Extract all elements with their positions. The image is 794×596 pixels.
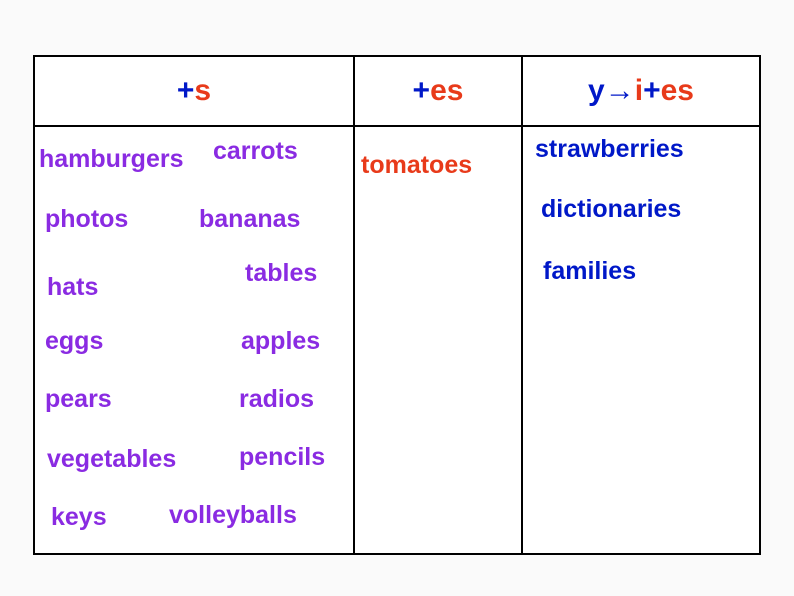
header-cell-s: +s bbox=[35, 57, 355, 125]
s-word-4: hats bbox=[47, 273, 98, 302]
s-word-3: bananas bbox=[199, 205, 300, 234]
body-row: hamburgers carrots photos bananas hats tables… bbox=[35, 127, 759, 553]
s-word-8: pears bbox=[45, 385, 112, 414]
s-word-0: hamburgers bbox=[39, 145, 183, 174]
es-word-0: tomatoes bbox=[361, 151, 472, 180]
s-word-6: eggs bbox=[45, 327, 103, 356]
header-es-suffix: es bbox=[430, 74, 463, 108]
yies-word-0: strawberries bbox=[535, 135, 684, 164]
s-word-12: keys bbox=[51, 503, 107, 532]
header-cell-es: +es bbox=[355, 57, 523, 125]
s-word-5: tables bbox=[245, 259, 317, 288]
header-yies-suffix: es bbox=[661, 74, 694, 108]
s-word-1: carrots bbox=[213, 137, 298, 166]
column-yies-body: strawberries dictionaries families bbox=[523, 127, 759, 553]
column-s-body: hamburgers carrots photos bananas hats tables… bbox=[35, 127, 355, 553]
yies-word-1: dictionaries bbox=[541, 195, 681, 224]
s-word-13: volleyballs bbox=[169, 501, 297, 530]
header-yies-arrow: → bbox=[605, 74, 635, 108]
s-word-7: apples bbox=[241, 327, 320, 356]
yies-word-2: families bbox=[543, 257, 636, 286]
header-yies-i: i bbox=[635, 74, 643, 108]
header-cell-yies: y→i+es bbox=[523, 57, 759, 125]
s-word-11: pencils bbox=[239, 443, 325, 472]
column-es-body: tomatoes bbox=[355, 127, 523, 553]
s-word-10: vegetables bbox=[47, 445, 176, 474]
s-word-2: photos bbox=[45, 205, 128, 234]
plural-rules-table: +s +es y→i+es hamburgerscarrotsphotosban… bbox=[33, 55, 761, 555]
s-word-9: radios bbox=[239, 385, 314, 414]
header-s-suffix: s bbox=[194, 74, 211, 108]
header-yies-plus: + bbox=[643, 74, 661, 108]
header-yies-y: y bbox=[588, 74, 605, 108]
header-row: +s +es y→i+es bbox=[35, 57, 759, 127]
header-es-plus: + bbox=[413, 74, 431, 108]
header-s-plus: + bbox=[177, 74, 195, 108]
